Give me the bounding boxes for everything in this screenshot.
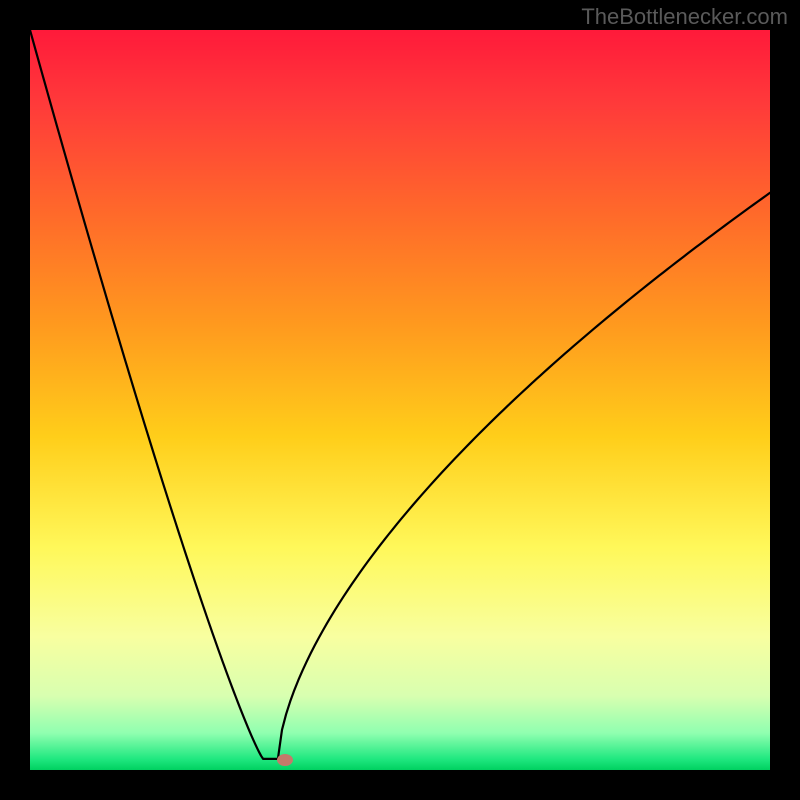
optimal-point-marker	[277, 754, 293, 766]
watermark-text: TheBottlenecker.com	[581, 4, 788, 30]
chart-container: TheBottlenecker.com	[0, 0, 800, 800]
plot-area	[30, 30, 770, 770]
bottleneck-curve	[30, 30, 770, 770]
